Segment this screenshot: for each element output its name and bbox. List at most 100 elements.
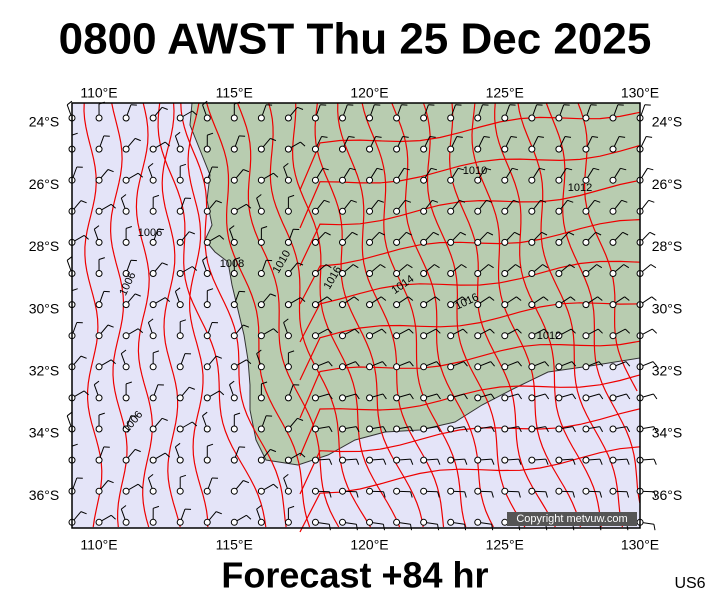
barb-flag — [134, 293, 141, 297]
barb-flag — [626, 458, 630, 465]
barb-flag — [328, 524, 331, 531]
station — [203, 487, 211, 495]
station — [555, 332, 563, 340]
station — [366, 145, 374, 153]
barb-flag — [137, 328, 144, 334]
barb-flag — [598, 393, 604, 400]
barb-flag — [125, 381, 132, 385]
station — [474, 332, 482, 340]
station — [149, 270, 157, 277]
station — [95, 487, 103, 495]
station — [366, 332, 374, 340]
station — [420, 270, 428, 277]
barb-flag — [545, 458, 549, 465]
station — [311, 114, 319, 122]
barb-flag — [620, 167, 627, 171]
station — [311, 456, 319, 464]
lat-label: 28°S — [29, 238, 60, 254]
station — [420, 114, 428, 122]
station — [555, 425, 563, 433]
lat-label: 30°S — [652, 300, 683, 316]
station — [176, 207, 184, 215]
station — [447, 487, 455, 495]
station — [447, 456, 455, 464]
barb-flag — [461, 296, 468, 301]
station — [311, 518, 319, 526]
station — [474, 176, 482, 184]
barb-flag — [437, 524, 440, 531]
barb-flag — [273, 483, 279, 489]
station — [609, 145, 617, 153]
station — [393, 114, 401, 122]
barb-flag — [355, 361, 360, 367]
station — [555, 456, 563, 464]
station — [366, 301, 374, 309]
barb-flag — [380, 296, 387, 301]
station — [230, 207, 238, 215]
station — [339, 238, 346, 246]
barb-flag — [463, 361, 468, 367]
barb-flag — [325, 264, 332, 269]
barb-flag — [597, 328, 603, 334]
barb-flag — [110, 514, 116, 520]
station — [203, 394, 211, 402]
barb-flag — [437, 491, 440, 498]
barb-flag — [80, 511, 87, 515]
station — [149, 425, 157, 433]
barb-flag — [569, 264, 575, 269]
barb-flag — [153, 350, 160, 354]
station — [366, 207, 374, 215]
barb-flag — [541, 231, 548, 236]
barb-flag — [543, 296, 549, 301]
barb-flag — [216, 511, 222, 515]
station — [230, 114, 238, 122]
barb-flag — [202, 411, 208, 417]
lon-label: 120°E — [350, 85, 388, 101]
station — [339, 363, 346, 371]
barb-flag — [653, 491, 657, 498]
station — [393, 332, 401, 340]
station — [311, 332, 319, 340]
station — [366, 456, 374, 464]
station — [284, 176, 292, 184]
barb-flag — [270, 293, 277, 297]
station — [311, 238, 319, 246]
station — [149, 207, 157, 215]
barb-flag — [570, 328, 576, 334]
barb-flag — [537, 136, 544, 138]
barb-flag — [619, 136, 626, 138]
barb-flag — [352, 264, 359, 269]
barb-flag — [568, 231, 575, 236]
station — [284, 487, 292, 495]
isobar — [157, 102, 267, 528]
station — [257, 238, 265, 246]
barb-flag — [219, 390, 225, 396]
barb-flag — [485, 167, 492, 171]
station — [339, 518, 346, 526]
lon-label: 125°E — [486, 85, 524, 101]
station — [95, 114, 103, 122]
barb-flag — [246, 203, 252, 209]
station — [257, 518, 265, 526]
station — [555, 270, 563, 277]
barb-flag — [515, 264, 521, 269]
barb-flag — [234, 257, 241, 260]
station — [257, 425, 265, 433]
station — [582, 114, 590, 122]
station — [420, 394, 428, 402]
station — [230, 363, 238, 371]
station — [447, 207, 455, 215]
barb-flag — [648, 199, 655, 203]
station — [203, 176, 211, 184]
barb-flag — [382, 361, 387, 367]
station — [176, 332, 184, 340]
barb-flag — [491, 458, 495, 465]
barb-flag — [434, 296, 441, 301]
station — [149, 238, 157, 246]
station — [122, 207, 130, 215]
station — [176, 456, 184, 464]
barb-flag — [148, 163, 154, 168]
barb-flag — [410, 524, 412, 531]
barb-flag — [355, 524, 358, 531]
barb-flag — [430, 167, 438, 171]
